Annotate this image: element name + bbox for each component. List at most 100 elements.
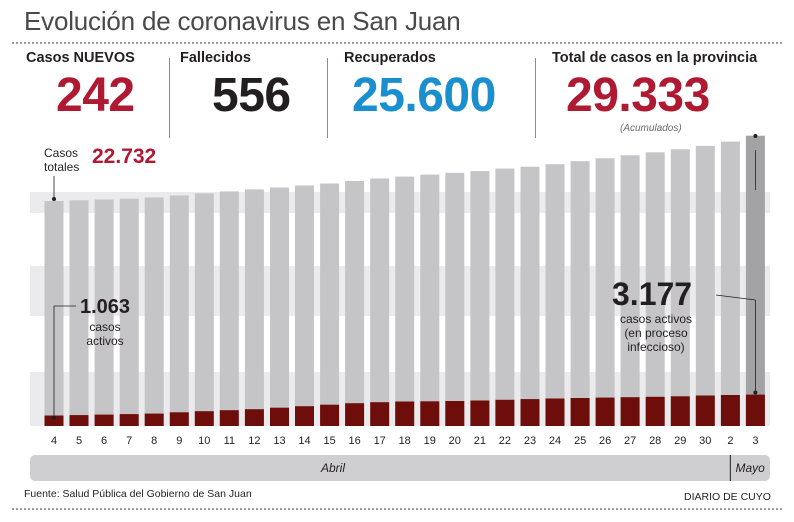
casos-totales-label-line2: totales [44, 160, 80, 174]
stat-separator [327, 58, 328, 138]
x-tick-label: 22 [499, 435, 511, 447]
bar-total-2 [720, 141, 740, 426]
bar-total-21 [470, 171, 490, 426]
leader-line [715, 294, 756, 301]
activos-start-label: casos activos [80, 320, 130, 348]
activos-end-value: 3.177 [612, 276, 693, 312]
leader-dot [52, 415, 56, 420]
stat-total-value: 29.333 [566, 69, 710, 122]
leader-lines [52, 134, 758, 420]
x-tick-label: 25 [574, 435, 586, 447]
stat-nuevos-label: Casos NUEVOS [26, 50, 135, 66]
bar-active-13 [270, 407, 289, 426]
month-bar: Abril Mayo [30, 455, 770, 481]
x-tick-label: 18 [399, 435, 411, 447]
bar-total-23 [520, 166, 540, 426]
x-tick-label: 11 [224, 435, 235, 447]
x-tick-label: 29 [674, 435, 686, 447]
bar-active-8 [144, 413, 164, 426]
bar-total-24 [545, 164, 565, 426]
bar-total-22 [495, 168, 515, 426]
activos-end-label: casos activos (en proceso infeccioso) [604, 312, 708, 354]
stat-total-note: (Acumulados) [620, 123, 682, 134]
leader-dot [52, 196, 56, 201]
x-tick-label: 4 [51, 435, 57, 447]
activos-start-label-line2: activos [86, 334, 124, 348]
x-tick-label: 2 [727, 435, 733, 447]
bar-total-17 [370, 178, 390, 426]
bar-total-3 [745, 135, 765, 426]
x-tick-label: 30 [699, 435, 711, 447]
x-tick-label: 5 [76, 435, 82, 447]
x-tick-label: 20 [449, 435, 461, 447]
x-tick-label: 12 [248, 435, 260, 447]
bar-active-6 [94, 414, 114, 426]
x-tick-label: 19 [424, 435, 436, 447]
stat-separator [535, 58, 536, 138]
x-tick-label: 28 [649, 435, 661, 447]
x-tick-label: 3 [752, 435, 758, 447]
x-tick-label: 27 [624, 435, 636, 447]
bar-total-26 [595, 158, 615, 427]
bar-active-5 [69, 415, 89, 426]
bar-active-29 [670, 396, 690, 426]
bar-total-10 [194, 193, 214, 426]
bar-active-9 [169, 412, 189, 426]
credit: DIARIO DE CUYO [684, 491, 771, 503]
bar-total-28 [645, 152, 665, 427]
x-tick-label: 23 [524, 435, 536, 447]
stat-separator [169, 58, 170, 138]
bar-total-9 [169, 195, 189, 426]
footer-divider [12, 508, 782, 510]
bar-active-30 [695, 395, 715, 426]
x-tick-label: 15 [323, 435, 335, 447]
bar-active-20 [445, 401, 465, 426]
x-tick-label: 16 [348, 435, 360, 447]
stat-fallecidos: Fallecidos 556 [180, 50, 291, 120]
stat-fallecidos-value: 556 [212, 69, 291, 122]
bar-active-18 [395, 401, 415, 426]
bar-active-22 [495, 399, 515, 426]
stat-total: Total de casos en la provincia 29.333 [552, 50, 757, 120]
bar-active-17 [370, 402, 390, 426]
active-bars [44, 394, 765, 426]
x-tick-label: 7 [126, 435, 132, 447]
x-tick-label: 14 [298, 435, 310, 447]
stat-nuevos-value: 242 [56, 69, 135, 122]
bar-active-10 [194, 411, 214, 426]
bar-total-8 [144, 197, 164, 426]
bar-active-19 [420, 401, 440, 426]
page-title: Evolución de coronavirus en San Juan [24, 6, 461, 36]
month-label-may: Mayo [735, 461, 765, 475]
stat-nuevos: Casos NUEVOS 242 [26, 50, 135, 120]
bar-total-25 [570, 161, 590, 426]
bar-active-11 [219, 410, 239, 426]
bar-total-19 [420, 174, 440, 426]
casos-totales-value: 22.732 [92, 145, 157, 168]
bar-total-12 [244, 189, 264, 426]
month-bar-background [30, 455, 770, 481]
bar-total-6 [94, 199, 114, 426]
bar-active-21 [470, 400, 490, 426]
leader-dot [753, 134, 758, 138]
bar-total-14 [295, 185, 314, 426]
x-tick-labels: 4 5 6 7 8 9 10 11 12 13 14 15 16 17 18 19 20 21 22 23 24 25 26… [51, 435, 759, 447]
activos-start-value: 1.063 [80, 296, 131, 318]
casos-totales-label: Casos totales [44, 146, 79, 174]
activos-end-label-line1: casos activos [619, 312, 693, 326]
x-tick-label: 26 [599, 435, 611, 447]
title-divider [12, 42, 782, 44]
x-tick-label: 13 [273, 435, 285, 447]
x-tick-label: 8 [151, 435, 157, 447]
bar-active-28 [645, 396, 665, 426]
bar-active-12 [244, 409, 264, 426]
bar-total-7 [119, 198, 139, 426]
activos-end-label-line3: infeccioso) [627, 340, 685, 354]
bar-total-11 [219, 191, 239, 426]
activos-start-label-line1: casos [89, 320, 121, 334]
bar-active-7 [119, 414, 139, 426]
stat-fallecidos-label: Fallecidos [180, 50, 251, 66]
bar-active-25 [570, 398, 590, 426]
casos-totales-label-line1: Casos [44, 146, 79, 160]
